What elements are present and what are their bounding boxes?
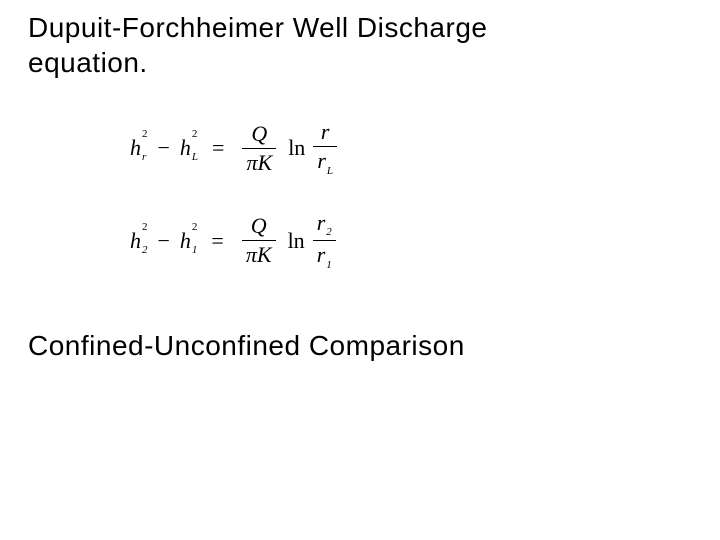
equation-block: h 2 r − h 2 L = Q πK — [130, 120, 590, 305]
title-line-1: Dupuit-Forchheimer Well Discharge — [28, 12, 487, 43]
eq2-t2-supsub: 2 1 — [192, 230, 198, 252]
eq1-frac1-bar — [242, 148, 276, 149]
eq2-frac1-bar — [242, 240, 276, 241]
eq1-t1-sup: 2 — [142, 129, 148, 140]
title-line-2: equation. — [28, 47, 148, 78]
eq2-K: K — [257, 242, 272, 267]
eq2-frac2-num-sub: 2 — [326, 226, 332, 238]
eq1-term2: h 2 L — [180, 135, 198, 161]
eq1-frac2-bar — [313, 146, 337, 147]
eq1-t1-sub: r — [142, 152, 148, 163]
page-title: Dupuit-Forchheimer Well Discharge equati… — [28, 10, 588, 80]
equation-2: h 2 2 − h 2 1 = Q πK — [130, 211, 590, 271]
eq2-t1-supsub: 2 2 — [142, 230, 148, 252]
eq2-t1-base: h — [130, 228, 141, 254]
eq1-frac-QpiK: Q πK — [242, 122, 276, 175]
eq2-frac1-num: Q — [247, 214, 271, 238]
eq1-equals: = — [212, 135, 224, 161]
eq2-term2: h 2 1 — [180, 228, 198, 254]
eq1-frac1-num: Q — [247, 122, 271, 146]
eq2-equals: = — [211, 228, 223, 254]
section-subtitle: Confined-Unconfined Comparison — [28, 330, 465, 362]
eq2-t2-sub: 1 — [192, 245, 198, 256]
eq1-t1-base: h — [130, 135, 141, 161]
eq1-frac2-den-sub: L — [327, 165, 333, 177]
eq2-frac2-den: r1 — [313, 243, 336, 270]
eq2-t1-sub: 2 — [142, 245, 148, 256]
eq2-frac2-den-sub: 1 — [326, 259, 332, 271]
eq1-t2-supsub: 2 L — [192, 137, 198, 159]
eq1-t1-supsub: 2 r — [142, 137, 148, 159]
page: Dupuit-Forchheimer Well Discharge equati… — [0, 0, 720, 540]
eq1-t2-sup: 2 — [192, 129, 198, 140]
eq1-ln: ln — [288, 135, 305, 161]
eq1-frac2-num-base: r — [321, 119, 330, 144]
eq2-frac1-den: πK — [242, 243, 276, 267]
eq2-minus: − — [158, 228, 170, 254]
eq2-frac2-num-base: r — [317, 210, 326, 235]
eq1-t2-base: h — [180, 135, 191, 161]
eq2-t2-base: h — [180, 228, 191, 254]
eq2-t2-sup: 2 — [192, 222, 198, 233]
eq2-ln: ln — [288, 228, 305, 254]
eq2-t1-sup: 2 — [142, 222, 148, 233]
eq1-pi: π — [246, 150, 257, 175]
eq1-minus: − — [158, 135, 170, 161]
eq2-frac-QpiK: Q πK — [242, 214, 276, 267]
eq1-term1: h 2 r — [130, 135, 148, 161]
eq2-frac2-num: r2 — [313, 211, 336, 238]
equation-1: h 2 r − h 2 L = Q πK — [130, 120, 590, 177]
eq1-frac2-num: r — [317, 120, 334, 144]
eq1-frac2-den: rL — [313, 149, 337, 176]
eq1-frac1-den: πK — [242, 151, 276, 175]
eq2-frac-r: r2 r1 — [313, 211, 336, 271]
eq1-frac-r: r rL — [313, 120, 337, 177]
eq1-K: K — [258, 150, 273, 175]
eq1-frac2-den-base: r — [317, 148, 326, 173]
eq1-t2-sub: L — [192, 152, 198, 163]
eq2-frac2-den-base: r — [317, 242, 326, 267]
eq2-frac2-bar — [313, 240, 336, 241]
eq2-pi: π — [246, 242, 257, 267]
eq2-term1: h 2 2 — [130, 228, 148, 254]
